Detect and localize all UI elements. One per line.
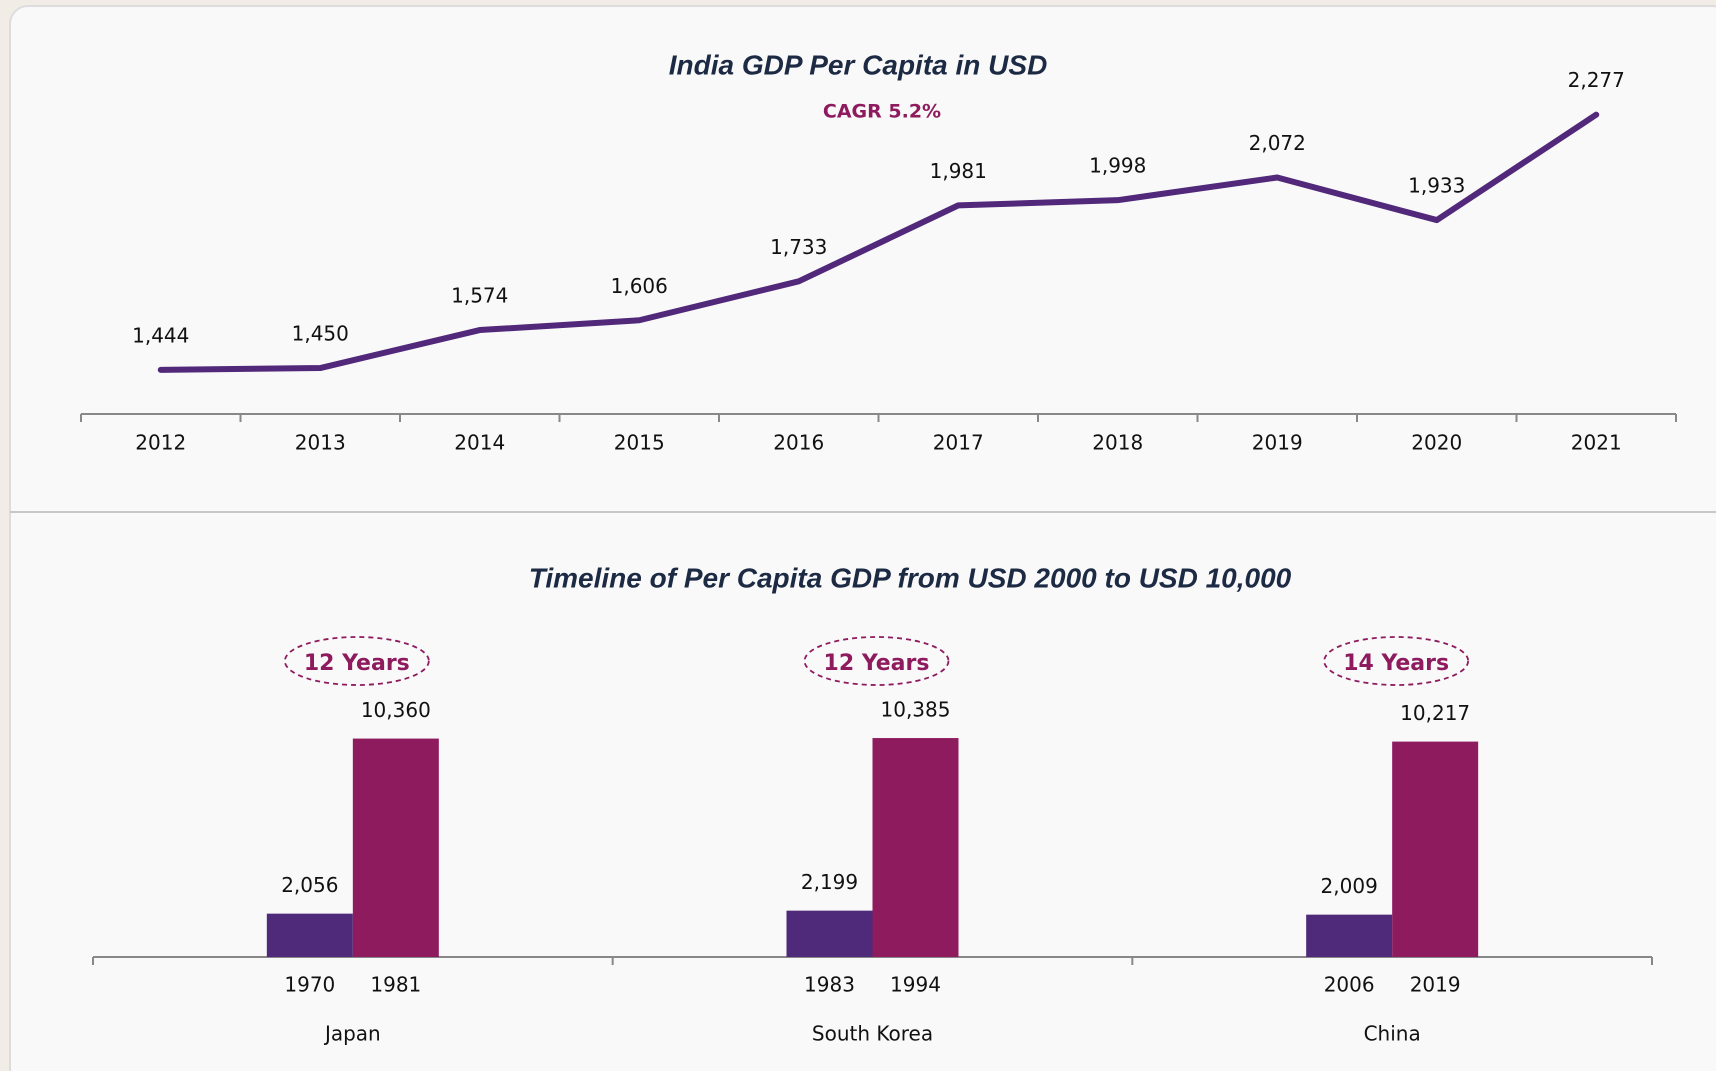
- bar: [266, 913, 353, 957]
- data-label: 2,277: [1568, 68, 1625, 92]
- annotation-ellipse: [803, 636, 950, 686]
- bar-year-label: 2006: [1324, 973, 1375, 997]
- data-label: 10,385: [881, 698, 951, 722]
- x-tick-label: 2019: [1252, 431, 1303, 455]
- bar: [1392, 741, 1479, 957]
- annotation-ellipse: [1323, 636, 1470, 686]
- data-label: 1,444: [132, 323, 189, 347]
- x-tick-label: 2013: [295, 431, 346, 455]
- bar-year-label: 1970: [284, 973, 335, 997]
- data-label: 1,606: [611, 274, 668, 298]
- data-label: 1,933: [1408, 174, 1465, 198]
- bar-year-label: 2019: [1410, 973, 1461, 997]
- bar-year-label: 1981: [370, 973, 421, 997]
- annotation: 14 Years: [1343, 651, 1449, 676]
- bar: [1306, 914, 1393, 957]
- data-label: 1,574: [451, 284, 508, 308]
- x-tick-label: 2021: [1571, 431, 1622, 455]
- x-tick-label: 2020: [1411, 431, 1462, 455]
- bar: [786, 910, 873, 957]
- annotation-ellipse: [283, 636, 430, 686]
- category-label: Japan: [323, 1022, 381, 1046]
- bar: [872, 738, 959, 957]
- data-label: 10,217: [1400, 701, 1470, 725]
- data-label: 1,733: [770, 235, 827, 259]
- annotation: 12 Years: [304, 651, 410, 676]
- x-tick-label: 2018: [1092, 431, 1143, 455]
- category-label: South Korea: [812, 1022, 933, 1046]
- line-chart-title: India GDP Per Capita in USD: [669, 49, 1048, 80]
- data-label: 2,009: [1321, 874, 1378, 898]
- bar-year-label: 1994: [890, 973, 941, 997]
- x-tick-label: 2012: [135, 431, 186, 455]
- annotation: 12 Years: [824, 651, 930, 676]
- bar-chart-title: Timeline of Per Capita GDP from USD 2000…: [529, 562, 1292, 593]
- x-tick-label: 2016: [773, 431, 824, 455]
- data-label: 2,199: [801, 870, 858, 894]
- line-chart-subtitle: CAGR 5.2%: [823, 101, 941, 123]
- data-label: 2,072: [1249, 131, 1306, 155]
- data-label: 1,981: [930, 159, 987, 183]
- bar-year-label: 1983: [804, 973, 855, 997]
- data-label: 1,450: [292, 322, 349, 346]
- line-series: [157, 111, 1600, 373]
- category-label: China: [1364, 1022, 1421, 1046]
- data-label: 10,360: [361, 698, 431, 722]
- x-tick-label: 2017: [933, 431, 984, 455]
- x-tick-label: 2014: [454, 431, 505, 455]
- data-label: 1,998: [1089, 154, 1146, 178]
- bar: [352, 738, 439, 957]
- data-label: 2,056: [281, 873, 338, 897]
- x-tick-label: 2015: [614, 431, 665, 455]
